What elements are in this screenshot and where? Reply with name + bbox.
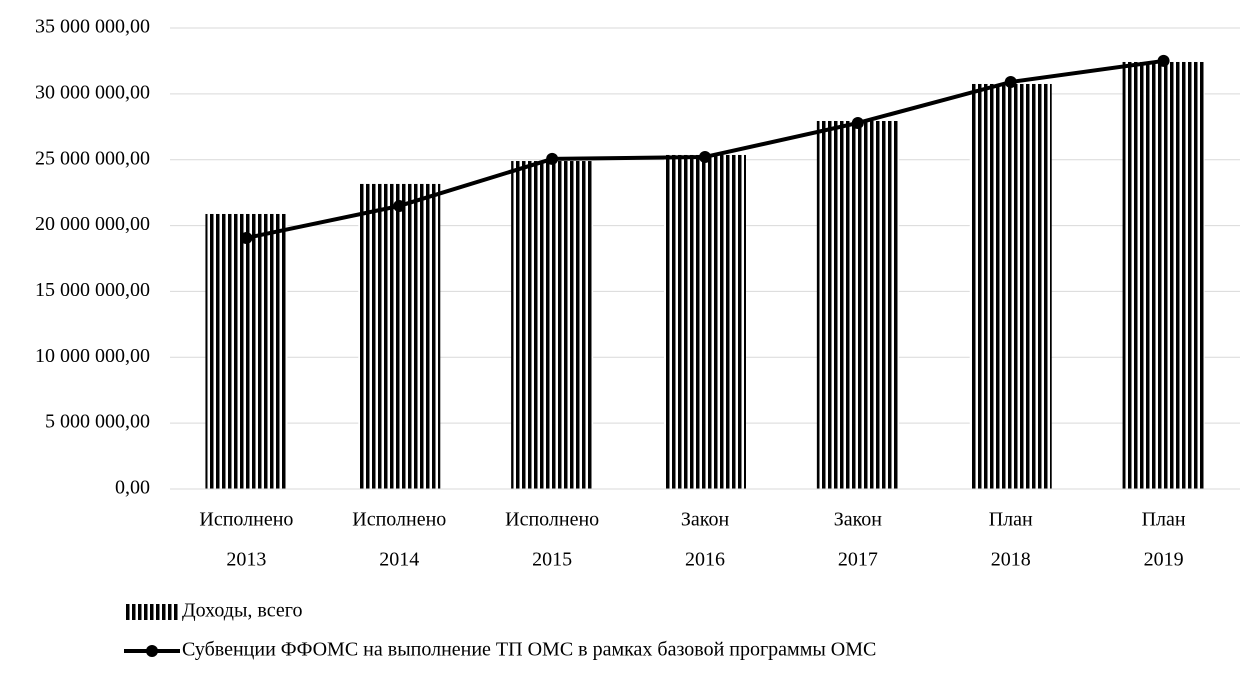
line-marker xyxy=(1004,76,1017,89)
line-marker xyxy=(546,152,559,165)
bar xyxy=(1122,61,1205,489)
legend-label: Субвенции ФФОМС на выполнение ТП ОМС в р… xyxy=(182,639,876,661)
line-marker xyxy=(851,116,864,129)
bar xyxy=(205,213,288,489)
x-tick-label: План xyxy=(989,509,1033,531)
y-tick-label: 10 000 000,00 xyxy=(35,345,150,367)
bar xyxy=(969,83,1052,489)
x-tick-label: Закон xyxy=(834,509,883,531)
legend-marker xyxy=(146,645,158,657)
line-marker xyxy=(393,199,406,212)
x-tick-label: 2014 xyxy=(379,549,419,571)
legend-swatch xyxy=(126,604,178,620)
line-marker xyxy=(1157,54,1170,67)
x-tick-label: Закон xyxy=(681,509,730,531)
y-tick-label: 20 000 000,00 xyxy=(35,213,150,235)
line-marker xyxy=(699,150,711,163)
y-tick-label: 0,00 xyxy=(115,477,150,499)
bar xyxy=(511,161,594,489)
x-tick-label: 2013 xyxy=(226,549,266,571)
x-tick-label: 2017 xyxy=(838,549,878,571)
y-tick-label: 30 000 000,00 xyxy=(35,81,150,103)
x-tick-label: 2015 xyxy=(532,549,572,571)
line-marker xyxy=(240,231,253,244)
x-tick-label: 2016 xyxy=(685,549,725,571)
x-tick-label: Исполнено xyxy=(505,509,599,531)
y-tick-label: 5 000 000,00 xyxy=(45,411,150,433)
x-tick-label: План xyxy=(1142,509,1186,531)
bar xyxy=(358,183,441,489)
bar xyxy=(816,120,899,489)
x-tick-label: Исполнено xyxy=(352,509,446,531)
y-tick-label: 25 000 000,00 xyxy=(35,147,150,169)
y-tick-label: 35 000 000,00 xyxy=(35,16,150,38)
y-tick-label: 15 000 000,00 xyxy=(35,279,150,301)
x-tick-label: 2018 xyxy=(991,549,1031,571)
legend-label: Доходы, всего xyxy=(182,600,302,622)
x-tick-label: Исполнено xyxy=(199,509,293,531)
x-tick-label: 2019 xyxy=(1144,549,1184,571)
bar xyxy=(664,154,746,489)
